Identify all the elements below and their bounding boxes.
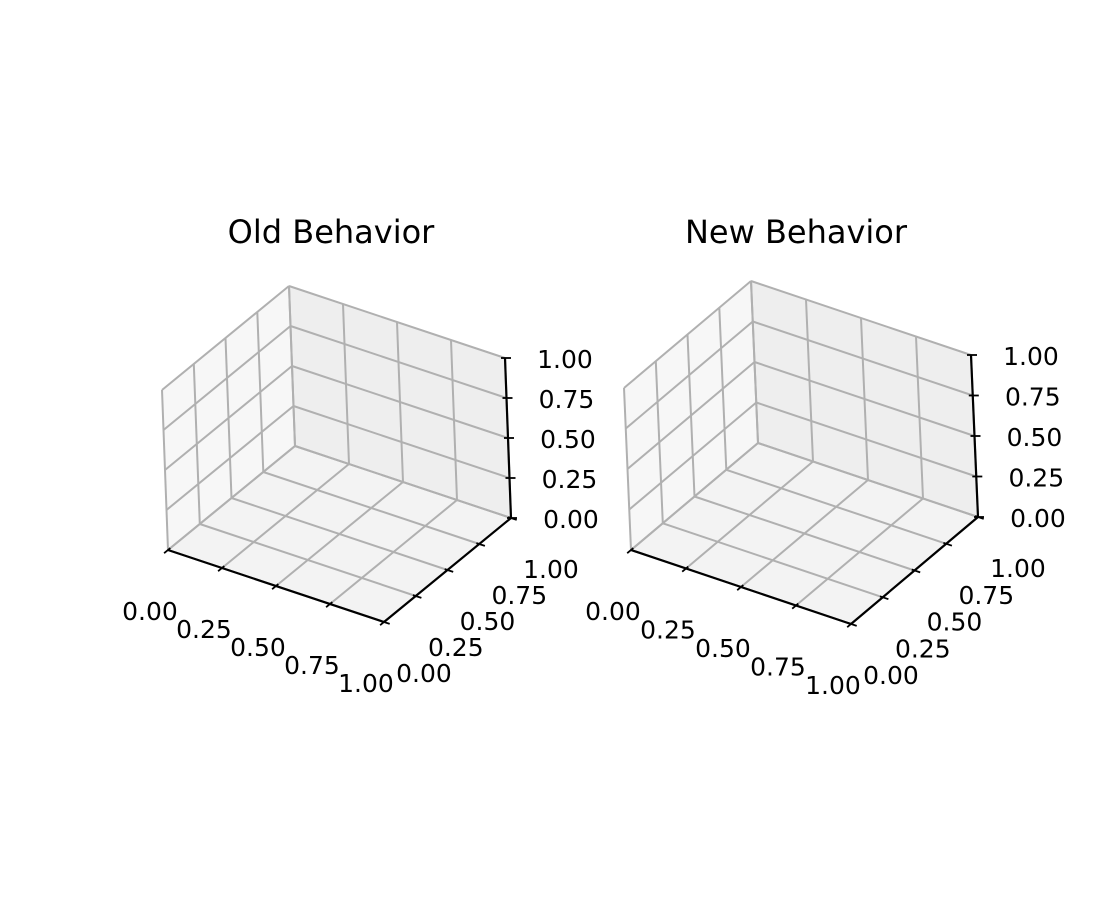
grid-line-y-floor <box>262 471 480 545</box>
z-tick-label: 1.00 <box>537 345 593 374</box>
grid-line-z-back <box>750 280 972 356</box>
x-tick-mark <box>681 565 689 573</box>
x-tick-mark <box>736 584 744 591</box>
z-tick-label: 0.50 <box>1007 423 1063 452</box>
z-tick-label: 0.50 <box>540 425 596 454</box>
grid-line-z-side <box>626 361 756 470</box>
y-tick-mark <box>911 568 921 574</box>
grid-line-z-side <box>164 365 293 471</box>
grid-line-y-floor <box>231 497 448 571</box>
y-tick-label: 0.50 <box>927 608 983 637</box>
grid-line-z-back <box>752 320 974 397</box>
grid-line-z-back <box>754 361 975 437</box>
grid-line-z-side <box>630 442 759 551</box>
y-tick-mark <box>380 620 390 625</box>
x-tick-label: 0.50 <box>695 634 751 663</box>
chart-title: Old Behavior <box>228 213 436 251</box>
y-tick-mark <box>943 541 953 547</box>
x-tick-label: 0.75 <box>750 653 806 682</box>
x-tick-mark <box>791 602 799 610</box>
x-tick-label: 1.00 <box>338 669 394 698</box>
z-tick-label: 0.00 <box>1010 504 1066 533</box>
y-tick-label: 1.00 <box>990 554 1046 583</box>
x-tick-label: 0.00 <box>122 597 178 626</box>
x-tick-label: 0.75 <box>284 651 340 680</box>
z-tick-label: 0.25 <box>542 465 598 494</box>
z-tick-label: 0.75 <box>1005 383 1061 412</box>
grid-line-z-side <box>167 445 296 551</box>
z-tick-label: 0.25 <box>1008 464 1064 493</box>
grid-line-y-floor <box>694 495 915 572</box>
grid-line-z-back <box>290 325 507 399</box>
y-tick-mark <box>847 622 857 627</box>
z-tick-label: 0.75 <box>539 385 595 414</box>
z-tick-label: 1.00 <box>1003 342 1059 371</box>
grid-line-y-floor <box>662 522 884 599</box>
y-tick-label: 0.75 <box>958 581 1014 610</box>
grid-line-z-back <box>294 445 512 519</box>
grid-line-z-side <box>165 405 295 511</box>
grid-line-z-side <box>625 320 754 430</box>
grid-line-z-back <box>755 401 977 478</box>
chart-title: New Behavior <box>685 213 908 251</box>
y-tick-label: 0.25 <box>428 633 484 662</box>
y-tick-mark <box>412 594 422 599</box>
x-tick-mark <box>626 547 634 554</box>
x-tick-mark <box>271 583 279 590</box>
y-tick-label: 0.00 <box>863 661 919 690</box>
grid-line-z-back <box>757 442 979 518</box>
x-tick-label: 0.00 <box>585 597 641 626</box>
subplot-old-behavior: 0.000.250.500.751.00 0.000.250.500.751.00… <box>122 213 599 698</box>
y-tick-label: 0.25 <box>895 634 951 663</box>
x-tick-label: 0.50 <box>230 633 286 662</box>
y-tick-label: 1.00 <box>523 555 579 584</box>
y-tick-mark <box>476 542 486 547</box>
grid-line-y-floor <box>725 468 947 545</box>
x-tick-mark <box>325 601 333 608</box>
x-tick-label: 0.25 <box>176 615 232 644</box>
grid-line-y-floor <box>199 523 417 597</box>
grid-line-z-side <box>623 280 752 389</box>
grid-line-z-back <box>291 365 509 439</box>
y-tick-mark <box>444 568 454 573</box>
grid-line-z-side <box>162 325 292 431</box>
z-tick-label: 0.00 <box>543 505 599 534</box>
grid-line-z-side <box>161 285 290 391</box>
y-tick-label: 0.50 <box>460 607 516 636</box>
grid-line-z-side <box>628 401 757 511</box>
grid-line-z-back <box>288 285 506 359</box>
y-tick-mark <box>879 595 889 601</box>
y-tick-label: 0.75 <box>491 581 547 610</box>
subplot-new-behavior: 0.000.250.500.751.00 0.000.250.500.751.00… <box>585 213 1066 700</box>
x-tick-mark <box>217 565 225 572</box>
y-tick-label: 0.00 <box>396 659 452 688</box>
grid-line-z-back <box>293 405 510 479</box>
x-tick-label: 0.25 <box>640 616 696 645</box>
x-tick-label: 1.00 <box>805 671 861 700</box>
x-tick-mark <box>163 547 171 554</box>
